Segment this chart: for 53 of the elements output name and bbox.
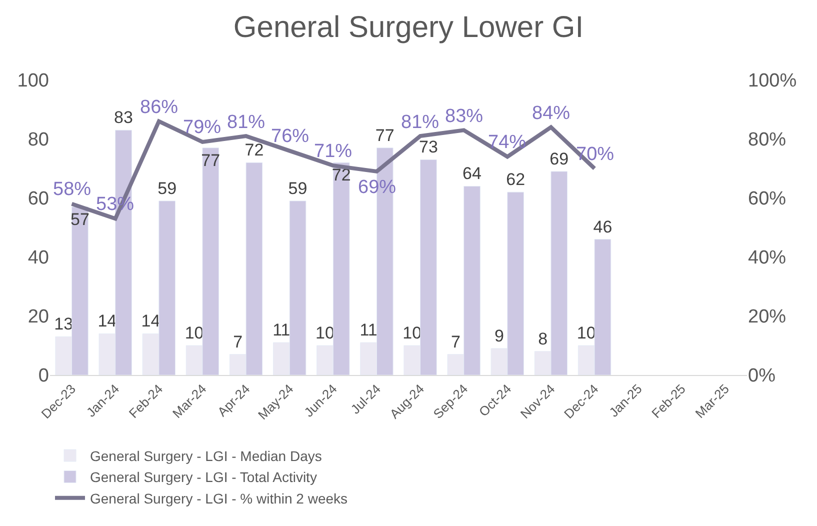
data-label: 69 [550, 149, 569, 168]
y2-tick-label: 40% [748, 248, 786, 269]
data-label: 13 [54, 314, 74, 334]
data-label: 59 [158, 178, 177, 198]
chart-title: General Surgery Lower GI [233, 10, 584, 44]
data-label: 64 [462, 164, 482, 184]
data-label: 71% [314, 141, 352, 162]
data-label: 46 [593, 217, 612, 236]
data-label: 14 [141, 312, 160, 331]
y2-tick-label: 80% [748, 130, 786, 151]
data-label: 8 [538, 329, 548, 348]
data-label: 57 [70, 210, 90, 229]
data-label: 10 [184, 324, 204, 342]
data-label: 10 [402, 324, 422, 342]
data-label: 14 [98, 312, 117, 331]
data-label: 10 [576, 324, 596, 342]
data-label: 7 [450, 332, 460, 352]
data-label: 7 [233, 332, 243, 352]
data-label: 74% [488, 132, 526, 153]
data-label: 11 [360, 320, 378, 340]
legend-label: General Surgery - LGI - Median Days [90, 448, 322, 464]
data-label: 79% [183, 117, 222, 138]
data-label: 73 [418, 138, 438, 157]
y-tick-label: 0 [38, 366, 49, 387]
data-label: 72 [244, 140, 264, 160]
data-label: 83% [445, 106, 484, 127]
data-label: 81% [401, 112, 440, 133]
legend-label: General Surgery - LGI - % within 2 weeks [90, 490, 348, 506]
data-label: 83 [114, 108, 133, 128]
y-tick-label: 40 [28, 248, 49, 269]
data-label: 9 [494, 326, 504, 346]
data-label: 81% [227, 112, 266, 133]
data-label: 59 [288, 178, 308, 198]
y2-tick-label: 20% [748, 306, 786, 328]
data-label: 72 [332, 166, 351, 185]
y-tick-label: 100 [17, 70, 49, 92]
y2-tick-label: 0% [748, 366, 776, 387]
legend-label: General Surgery - LGI - Total Activity [90, 469, 317, 486]
y2-tick-label: 100% [748, 70, 797, 92]
data-label: 62 [506, 170, 526, 190]
data-label: 77 [375, 126, 394, 145]
data-label: 10 [316, 324, 334, 342]
y-tick-label: 80 [28, 130, 49, 151]
data-label: 77 [201, 150, 220, 170]
y-tick-label: 20 [28, 306, 49, 328]
data-label: 76% [271, 126, 310, 147]
data-label: 11 [272, 320, 290, 340]
data-label: 58% [53, 179, 92, 200]
y-tick-label: 60 [28, 188, 49, 210]
y2-tick-label: 60% [748, 188, 786, 210]
data-label: 86% [140, 97, 178, 118]
data-label: 84% [532, 103, 570, 124]
data-label: 69% [358, 177, 396, 198]
